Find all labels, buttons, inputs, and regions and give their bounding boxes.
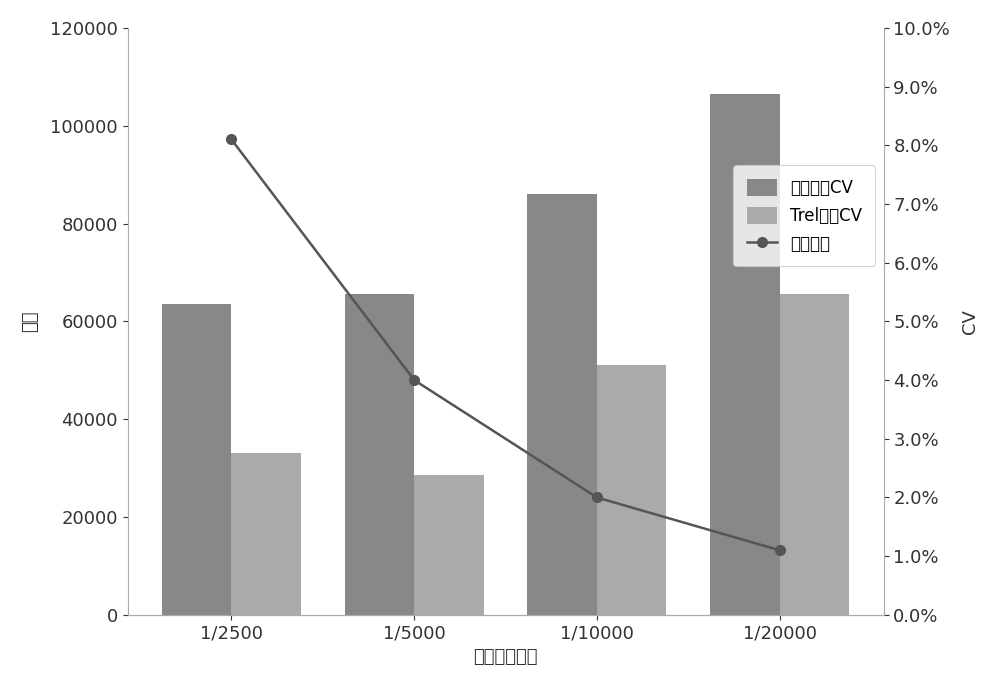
Line: 质控信号: 质控信号 bbox=[227, 135, 785, 555]
Bar bbox=[780, 295, 849, 615]
质控信号 bbox=[408, 376, 420, 384]
Bar bbox=[597, 365, 666, 615]
Legend: 质控信号CV, Trel浓度CV, 质控信号: 质控信号CV, Trel浓度CV, 质控信号 bbox=[733, 166, 875, 267]
Y-axis label: CV: CV bbox=[961, 309, 979, 334]
Bar bbox=[710, 94, 780, 615]
Bar bbox=[414, 475, 484, 615]
Bar bbox=[162, 304, 231, 615]
Bar bbox=[231, 453, 301, 615]
Bar bbox=[345, 295, 414, 615]
质控信号 bbox=[591, 493, 603, 502]
Y-axis label: 信号: 信号 bbox=[21, 311, 39, 332]
质控信号 bbox=[225, 135, 237, 144]
X-axis label: 质控使用比例: 质控使用比例 bbox=[473, 648, 538, 666]
质控信号 bbox=[774, 546, 786, 554]
Bar bbox=[527, 194, 597, 615]
